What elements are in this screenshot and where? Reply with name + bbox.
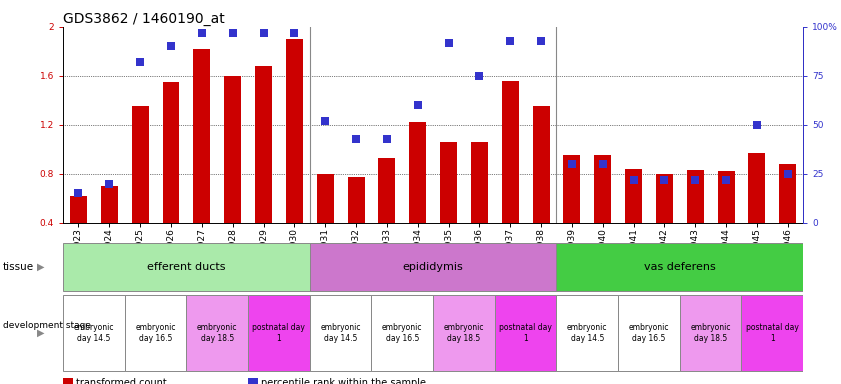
Bar — [532, 106, 549, 223]
Point — [226, 30, 240, 36]
Bar — [410, 122, 426, 223]
Text: embryonic
day 16.5: embryonic day 16.5 — [135, 323, 176, 343]
Bar — [193, 49, 210, 223]
Point — [565, 161, 579, 167]
Bar — [471, 142, 488, 223]
Bar — [286, 39, 303, 223]
Text: percentile rank within the sample: percentile rank within the sample — [261, 378, 426, 384]
Point — [534, 38, 547, 44]
Bar — [625, 169, 642, 223]
Point — [103, 180, 116, 187]
Bar — [780, 164, 796, 223]
Point — [658, 177, 671, 183]
Point — [71, 190, 85, 197]
Point — [257, 30, 270, 36]
Bar — [433, 295, 495, 371]
Point — [750, 122, 764, 128]
Text: embryonic
day 18.5: embryonic day 18.5 — [444, 323, 484, 343]
Bar — [748, 153, 765, 223]
Bar — [162, 82, 179, 223]
Text: embryonic
day 18.5: embryonic day 18.5 — [197, 323, 237, 343]
Text: postnatal day
1: postnatal day 1 — [500, 323, 552, 343]
Bar — [225, 76, 241, 223]
Point — [195, 30, 209, 36]
Bar — [495, 295, 557, 371]
Bar — [372, 295, 433, 371]
Bar — [618, 295, 680, 371]
Text: embryonic
day 16.5: embryonic day 16.5 — [629, 323, 669, 343]
Bar — [124, 295, 187, 371]
Bar — [63, 295, 124, 371]
Text: tissue: tissue — [3, 262, 34, 272]
Bar — [595, 156, 611, 223]
Text: postnatal day
1: postnatal day 1 — [746, 323, 799, 343]
Bar — [440, 142, 457, 223]
Bar — [70, 196, 87, 223]
Text: embryonic
day 18.5: embryonic day 18.5 — [690, 323, 731, 343]
Point — [596, 161, 610, 167]
Bar — [557, 295, 618, 371]
Text: embryonic
day 16.5: embryonic day 16.5 — [382, 323, 422, 343]
Bar — [680, 295, 742, 371]
Bar — [687, 170, 704, 223]
Bar — [317, 174, 334, 223]
Point — [411, 102, 425, 108]
Point — [288, 30, 301, 36]
Bar — [255, 66, 272, 223]
Text: transformed count: transformed count — [76, 378, 167, 384]
Text: postnatal day
1: postnatal day 1 — [252, 323, 305, 343]
Text: ▶: ▶ — [37, 328, 44, 338]
Bar — [378, 158, 395, 223]
Bar — [656, 174, 673, 223]
Point — [473, 73, 486, 79]
Bar — [347, 177, 364, 223]
Bar — [717, 171, 734, 223]
Point — [349, 136, 362, 142]
Bar — [309, 243, 557, 291]
Text: embryonic
day 14.5: embryonic day 14.5 — [74, 323, 114, 343]
Text: epididymis: epididymis — [403, 262, 463, 272]
Bar — [187, 295, 248, 371]
Text: ▶: ▶ — [37, 262, 44, 272]
Point — [689, 177, 702, 183]
Bar — [63, 243, 309, 291]
Point — [134, 59, 147, 65]
Text: embryonic
day 14.5: embryonic day 14.5 — [320, 323, 361, 343]
Bar — [132, 106, 149, 223]
Bar — [557, 243, 803, 291]
Bar — [101, 186, 118, 223]
Text: vas deferens: vas deferens — [644, 262, 716, 272]
Point — [319, 118, 332, 124]
Text: efferent ducts: efferent ducts — [147, 262, 225, 272]
Bar — [248, 295, 309, 371]
Point — [442, 40, 455, 46]
Text: development stage: development stage — [3, 321, 91, 330]
Bar — [742, 295, 803, 371]
Bar — [563, 156, 580, 223]
Text: embryonic
day 14.5: embryonic day 14.5 — [567, 323, 607, 343]
Point — [504, 38, 517, 44]
Bar — [502, 81, 519, 223]
Point — [719, 177, 733, 183]
Text: GDS3862 / 1460190_at: GDS3862 / 1460190_at — [63, 12, 225, 26]
Point — [781, 170, 795, 177]
Bar — [309, 295, 372, 371]
Point — [380, 136, 394, 142]
Point — [627, 177, 640, 183]
Point — [164, 43, 177, 50]
